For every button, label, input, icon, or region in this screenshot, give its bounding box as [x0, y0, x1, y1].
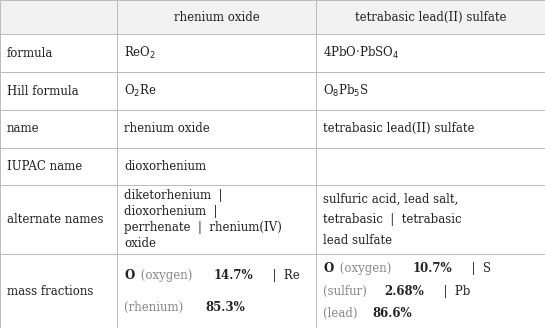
Text: dioxorhenium  |: dioxorhenium | — [124, 205, 218, 218]
Text: 2.68%: 2.68% — [385, 285, 425, 297]
Text: 14.7%: 14.7% — [214, 269, 253, 281]
Text: O: O — [124, 269, 135, 281]
Bar — [117, 148, 316, 185]
Bar — [117, 72, 316, 110]
Text: 86.6%: 86.6% — [373, 307, 412, 320]
Text: O$_8$Pb$_5$S: O$_8$Pb$_5$S — [323, 83, 369, 99]
Bar — [117, 254, 316, 328]
Text: O: O — [323, 262, 334, 275]
Text: |  Pb: | Pb — [436, 285, 470, 297]
Bar — [0, 185, 117, 254]
Text: 85.3%: 85.3% — [205, 301, 245, 314]
Text: 4PbO·PbSO$_4$: 4PbO·PbSO$_4$ — [323, 45, 399, 61]
Text: diketorhenium  |: diketorhenium | — [124, 189, 223, 202]
Text: alternate names: alternate names — [7, 213, 104, 226]
Text: (lead): (lead) — [323, 307, 361, 320]
Text: (rhenium): (rhenium) — [124, 301, 187, 314]
Bar — [0, 110, 117, 148]
Bar — [316, 72, 545, 110]
Text: Hill formula: Hill formula — [7, 85, 78, 97]
Text: tetrabasic lead(II) sulfate: tetrabasic lead(II) sulfate — [323, 122, 475, 135]
Bar — [117, 110, 316, 148]
Bar — [316, 34, 545, 72]
Bar — [0, 254, 117, 328]
Bar — [316, 0, 545, 34]
Bar — [316, 254, 545, 328]
Bar — [0, 34, 117, 72]
Bar — [316, 110, 545, 148]
Text: (oxygen): (oxygen) — [137, 269, 197, 281]
Bar — [117, 0, 316, 34]
Text: ReO$_2$: ReO$_2$ — [124, 45, 156, 61]
Bar — [0, 148, 117, 185]
Text: (oxygen): (oxygen) — [336, 262, 396, 275]
Text: |  Re: | Re — [265, 269, 300, 281]
Bar — [0, 72, 117, 110]
Text: IUPAC name: IUPAC name — [7, 160, 82, 173]
Text: formula: formula — [7, 47, 53, 60]
Bar — [316, 185, 545, 254]
Text: (sulfur): (sulfur) — [323, 285, 371, 297]
Text: lead sulfate: lead sulfate — [323, 234, 392, 247]
Text: |  S: | S — [464, 262, 491, 275]
Text: dioxorhenium: dioxorhenium — [124, 160, 207, 173]
Text: tetrabasic  |  tetrabasic: tetrabasic | tetrabasic — [323, 213, 462, 226]
Bar — [316, 148, 545, 185]
Text: name: name — [7, 122, 40, 135]
Text: tetrabasic lead(II) sulfate: tetrabasic lead(II) sulfate — [355, 11, 506, 24]
Text: O$_2$Re: O$_2$Re — [124, 83, 157, 99]
Text: mass fractions: mass fractions — [7, 285, 93, 297]
Text: oxide: oxide — [124, 237, 156, 250]
Bar — [0, 0, 117, 34]
Text: perrhenate  |  rhenium(IV): perrhenate | rhenium(IV) — [124, 221, 282, 234]
Bar — [117, 185, 316, 254]
Text: rhenium oxide: rhenium oxide — [124, 122, 210, 135]
Text: sulfuric acid, lead salt,: sulfuric acid, lead salt, — [323, 193, 458, 205]
Text: rhenium oxide: rhenium oxide — [174, 11, 259, 24]
Bar — [117, 34, 316, 72]
Text: 10.7%: 10.7% — [413, 262, 452, 275]
